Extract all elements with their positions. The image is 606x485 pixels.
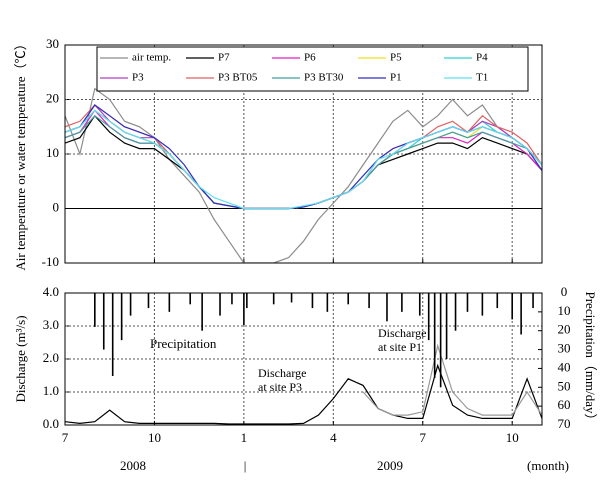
precipitation-bar	[290, 293, 293, 303]
y-tick-label: 0	[53, 199, 60, 214]
x-tick-label: 4	[330, 430, 337, 445]
y-tick-label: 4.0	[43, 284, 59, 299]
precipitation-bar	[272, 293, 275, 305]
precipitation-bar	[129, 293, 132, 316]
legend-label: P3	[132, 72, 144, 84]
y2-tick-label: 70	[558, 416, 571, 431]
legend-label: P6	[304, 52, 316, 64]
y-tick-label: 0.0	[43, 416, 59, 431]
y-axis-label: Discharge (m³/s)	[13, 315, 28, 402]
y-tick-label: 1.0	[43, 383, 59, 398]
x-tick-label: 7	[62, 430, 69, 445]
y2-tick-label: 20	[558, 322, 571, 337]
legend-label: air temp.	[132, 52, 171, 64]
precipitation-bar	[102, 293, 105, 350]
y-axis-label: Air temperature or water temperature（℃）	[13, 37, 28, 270]
y-tick-label: 2.0	[43, 350, 59, 365]
precipitation-bar	[418, 293, 421, 316]
precipitation-bar	[243, 293, 245, 326]
precipitation-bar	[347, 293, 350, 305]
precipitation-bar	[219, 293, 221, 316]
y2-tick-label: 40	[558, 359, 571, 374]
precipitation-bar	[201, 293, 203, 331]
line	[65, 363, 542, 425]
precipitation-bar	[520, 293, 522, 335]
annotation: at site P3	[258, 380, 302, 394]
precipitation-bar	[94, 293, 96, 327]
precipitation-bar	[439, 293, 442, 388]
x-tick-label: 7	[420, 430, 427, 445]
y2-tick-label: 30	[558, 341, 571, 356]
precipitation-bar	[368, 293, 370, 309]
legend-label: P5	[390, 52, 402, 64]
precipitation-bar	[532, 293, 534, 309]
y-tick-label: 20	[46, 90, 59, 105]
legend-box	[96, 46, 529, 92]
precipitation-bar	[147, 293, 150, 309]
legend-label: P1	[390, 72, 402, 84]
x-axis-label: (month)	[527, 458, 569, 473]
line	[65, 109, 542, 210]
y2-tick-label: 60	[558, 397, 571, 412]
precipitation-bar	[111, 293, 114, 376]
y-tick-label: 30	[46, 36, 59, 51]
year-label: 2008	[120, 458, 146, 473]
legend-label: P4	[476, 52, 488, 64]
precipitation-bar	[311, 293, 314, 309]
plot-frame	[64, 44, 543, 264]
legend-label: P3 BT30	[304, 72, 344, 84]
y2-tick-label: 50	[558, 378, 571, 393]
precipitation-bar	[496, 293, 499, 309]
precipitation-bar	[386, 293, 388, 322]
precipitation-bar	[454, 293, 457, 331]
x-tick-label: 10	[148, 430, 161, 445]
annotation: Precipitation	[150, 336, 217, 351]
y2-tick-label: 0	[561, 284, 568, 299]
precipitation-bar	[511, 293, 513, 320]
plot-frame	[64, 292, 543, 426]
precipitation-bar	[481, 293, 484, 316]
precipitation-bar	[427, 293, 430, 341]
legend-label: P7	[218, 52, 230, 64]
precipitation-bar	[231, 293, 233, 305]
legend-label: P3 BT05	[218, 72, 258, 84]
annotation: Discharge	[378, 326, 426, 340]
annotation: Discharge	[258, 366, 306, 380]
line	[362, 343, 542, 416]
precipitation-bar	[120, 293, 123, 341]
precipitation-bar	[246, 293, 248, 309]
y-tick-label: 3.0	[43, 317, 59, 332]
precipitation-bar	[433, 293, 436, 378]
plot-marks	[65, 87, 542, 263]
legend: air temp. P7 P6 P5 P4 P3 P3 BT05 P3 BT30 P1 T1	[96, 46, 529, 92]
y-tick-label: -10	[42, 254, 59, 269]
precipitation-bar	[189, 293, 192, 305]
year-label: 2009	[377, 458, 403, 473]
precipitation-bar	[466, 293, 469, 312]
plot-marks	[65, 293, 542, 425]
precipitation-bar	[401, 293, 403, 312]
y2-tick-label: 10	[558, 303, 571, 318]
x-tick-label: 1	[241, 430, 248, 445]
line	[65, 87, 542, 263]
x-tick-label: 10	[506, 430, 519, 445]
y2-axis-label: Precipitation（mm/day）	[583, 291, 598, 426]
annotation: at site P1	[378, 340, 422, 354]
precipitation-bar	[168, 293, 171, 312]
precipitation-bar	[445, 293, 448, 359]
year-label: |	[244, 458, 247, 473]
y-tick-label: 10	[46, 145, 59, 160]
precipitation-bar	[326, 293, 329, 312]
legend-label: T1	[476, 72, 488, 84]
